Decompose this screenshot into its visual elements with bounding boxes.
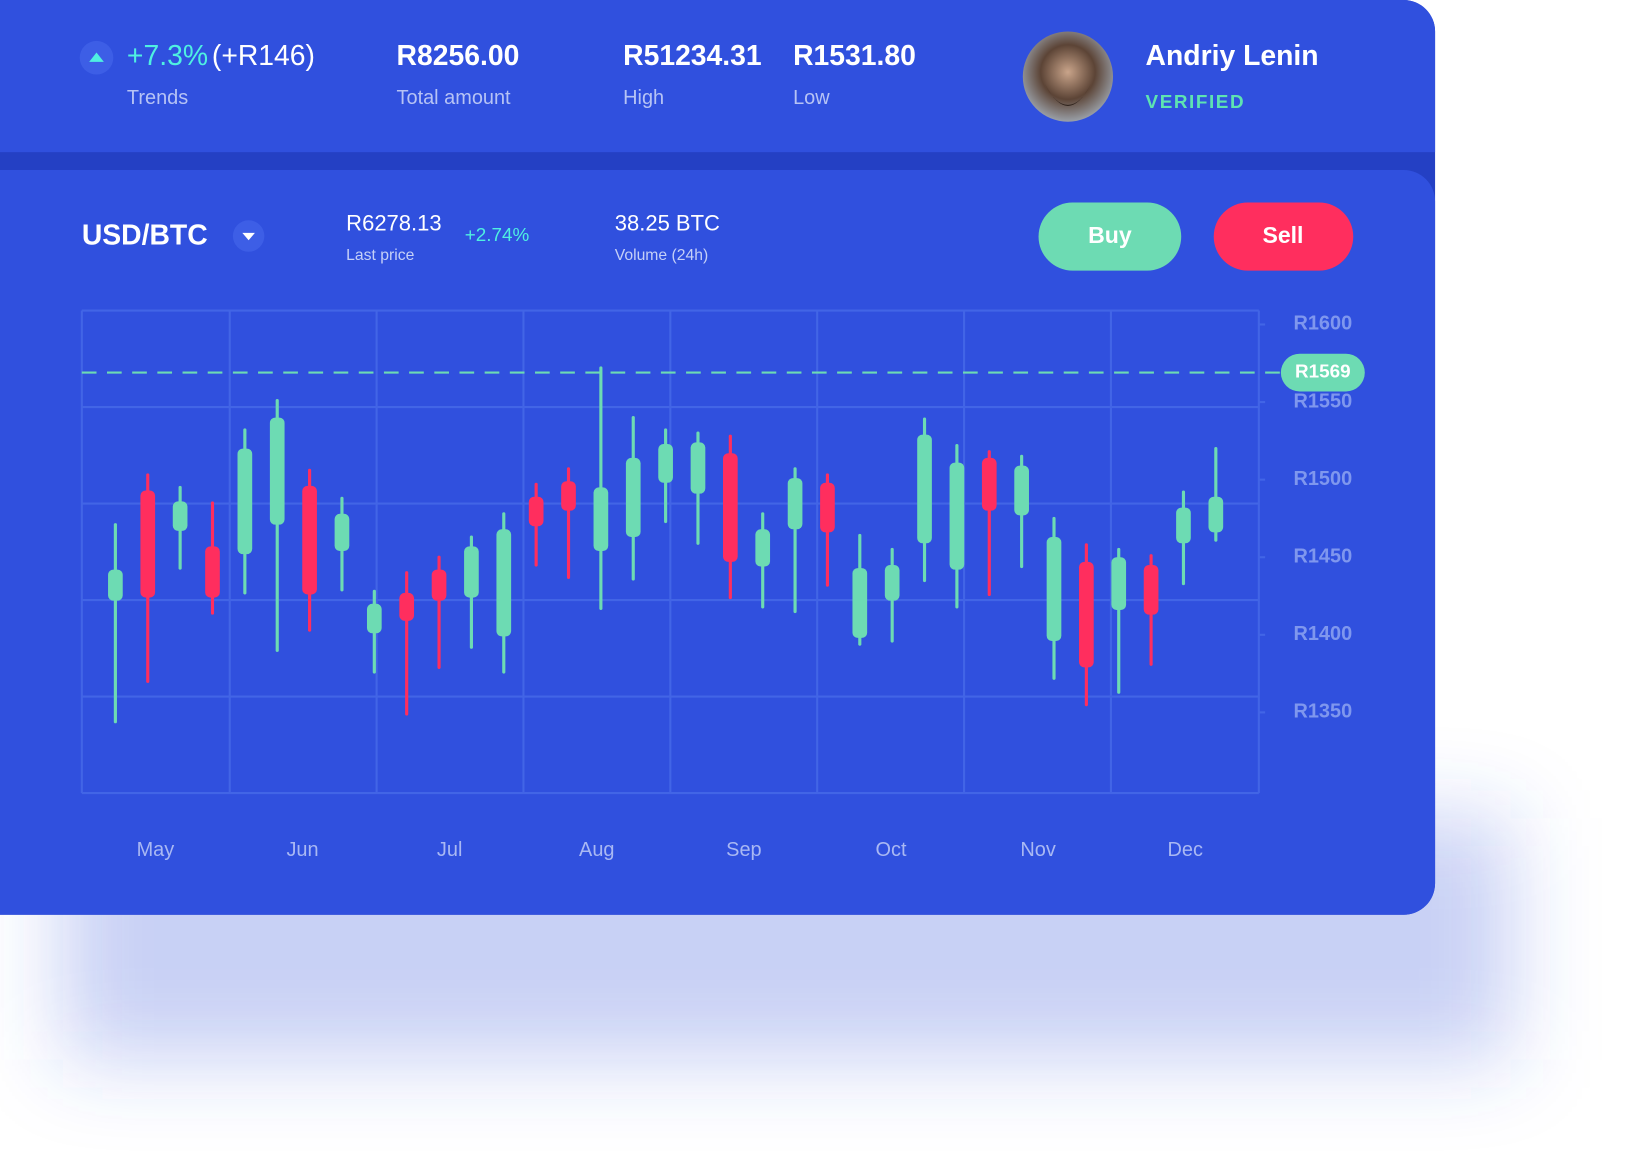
candle-body	[820, 482, 835, 533]
current-price-pill	[1280, 353, 1365, 392]
candle-body	[464, 546, 479, 598]
sell-label[interactable]: Sell	[1262, 222, 1303, 248]
y-tick-label: R1350	[1293, 701, 1352, 723]
last-price-label: Last price	[346, 247, 414, 264]
candle-body	[949, 462, 965, 570]
x-tick-label: May	[137, 839, 175, 861]
candle-body	[561, 481, 576, 511]
x-tick-label: Dec	[1168, 839, 1203, 861]
current-price-label: R1569	[1295, 362, 1351, 383]
candle-body	[1143, 564, 1159, 615]
x-tick-label: Aug	[579, 839, 614, 861]
volume: 38.25 BTC	[615, 210, 720, 235]
candle-body	[1014, 465, 1029, 516]
user-status: VERIFIED	[1146, 92, 1246, 113]
stat-label: Low	[793, 87, 830, 109]
candle-body	[1176, 507, 1191, 544]
candle-body	[108, 569, 123, 601]
trend-label: Trends	[127, 87, 188, 109]
candle-body	[140, 490, 156, 598]
candle-body	[722, 453, 738, 562]
candle-body	[334, 513, 350, 552]
avatar-beard	[1044, 83, 1091, 106]
candle-body	[1046, 537, 1062, 642]
x-tick-label: Nov	[1020, 839, 1055, 861]
avatar[interactable]	[1022, 31, 1114, 122]
candle-body	[593, 487, 609, 552]
stat-value: R8256.00	[397, 40, 520, 72]
candle-body	[302, 485, 317, 595]
buy-button-bg[interactable]	[1038, 202, 1182, 271]
y-tick-label: R1450	[1293, 545, 1352, 567]
candle-body	[1079, 561, 1094, 668]
x-tick-label: Sep	[726, 839, 761, 861]
x-tick-label: Jul	[437, 839, 462, 861]
sell-button[interactable]: Sell	[1213, 202, 1354, 271]
header-card	[0, 0, 1436, 153]
price-change: +2.74%	[465, 225, 530, 246]
stat-label: Total amount	[397, 87, 512, 109]
trend-arrow	[89, 52, 104, 62]
dropdown-arrow	[242, 232, 255, 241]
y-tick-label: R1400	[1293, 623, 1352, 645]
candle-body	[1208, 496, 1224, 533]
candle-body	[172, 501, 188, 531]
buy-button[interactable]: Buy	[1038, 202, 1182, 271]
y-tick-label: R1500	[1293, 468, 1352, 490]
candle-body	[399, 592, 415, 621]
sell-button-bg[interactable]	[1213, 202, 1354, 271]
candle-body	[496, 529, 512, 637]
stat-value: R51234.31	[623, 40, 762, 72]
trend-delta: (+R146)	[212, 40, 315, 72]
candle-body	[658, 443, 673, 483]
candle-body	[269, 417, 285, 525]
candle-body	[625, 457, 641, 538]
candle-body	[981, 457, 997, 511]
candle-body	[237, 448, 253, 555]
x-tick-label: Oct	[876, 839, 907, 861]
volume-label: Volume (24h)	[615, 247, 709, 264]
stat-value: R1531.80	[793, 40, 916, 72]
pair-name[interactable]: USD/BTC	[82, 220, 208, 252]
chart-card	[0, 169, 1436, 915]
last-price: R6278.13	[346, 210, 441, 235]
x-tick-label: Jun	[286, 839, 318, 861]
y-tick-label: R1550	[1293, 390, 1352, 412]
stat-label: High	[623, 87, 664, 109]
candle-body	[787, 478, 803, 530]
candle-body	[917, 434, 932, 544]
candle-body	[755, 529, 771, 567]
user-name[interactable]: Andriy Lenin	[1146, 40, 1319, 72]
y-tick-label: R1600	[1293, 313, 1352, 335]
candle-body	[690, 442, 706, 494]
candle-body	[366, 603, 382, 634]
trend-value: +7.3%	[127, 40, 208, 72]
candle-body	[431, 569, 447, 601]
candle-body	[852, 568, 868, 638]
candle-body	[884, 564, 900, 601]
buy-label[interactable]: Buy	[1088, 222, 1132, 248]
candle-body	[205, 546, 220, 598]
candle-body	[528, 496, 544, 527]
candle-body	[1111, 557, 1127, 610]
